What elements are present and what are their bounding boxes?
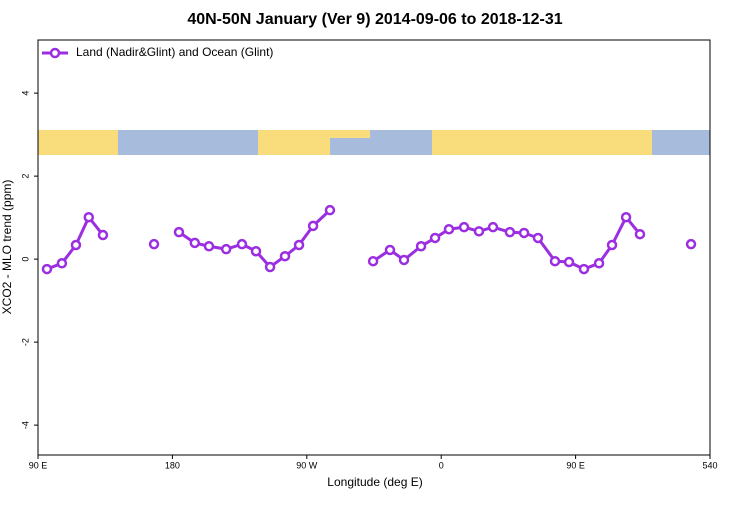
data-point xyxy=(504,226,516,238)
data-point xyxy=(563,256,575,268)
data-point xyxy=(173,226,185,238)
data-point xyxy=(634,228,646,240)
data-point xyxy=(97,229,109,241)
plot-frame xyxy=(37,39,711,456)
data-point xyxy=(293,239,305,251)
map-band xyxy=(38,130,710,155)
data-point xyxy=(279,250,291,262)
data-point xyxy=(429,232,441,244)
y-tick-label: 4 xyxy=(20,91,30,96)
data-point xyxy=(83,211,95,223)
data-point xyxy=(324,204,336,216)
data-point xyxy=(189,237,201,249)
x-tick-label: 540 xyxy=(702,460,717,470)
data-point xyxy=(398,254,410,266)
land xyxy=(258,130,330,155)
data-point xyxy=(367,255,379,267)
data-point xyxy=(458,221,470,233)
data-point xyxy=(264,261,276,273)
data-point xyxy=(606,239,618,251)
data-point xyxy=(443,223,455,235)
data-point xyxy=(70,239,82,251)
legend-marker xyxy=(49,47,61,59)
x-tick-label: 180 xyxy=(165,460,180,470)
data-point xyxy=(415,241,427,252)
data-point xyxy=(307,220,319,232)
data-point xyxy=(41,263,53,275)
data-point xyxy=(220,243,232,255)
data-point xyxy=(518,227,530,239)
data-point xyxy=(620,211,632,223)
x-tick-label: 90 E xyxy=(29,460,48,470)
x-tick-label: 90 W xyxy=(296,460,318,470)
land xyxy=(38,130,118,155)
x-axis-label: Longitude (deg E) xyxy=(327,475,422,489)
y-tick-label: 2 xyxy=(20,174,30,179)
data-point xyxy=(56,258,68,269)
data-point xyxy=(549,255,561,267)
land xyxy=(432,130,652,155)
data-point xyxy=(487,221,499,233)
data-point xyxy=(148,238,160,250)
chart-title: 40N-50N January (Ver 9) 2014-09-06 to 20… xyxy=(187,11,562,28)
y-tick-label: -4 xyxy=(20,421,30,429)
y-axis-label: XCO2 - MLO trend (ppm) xyxy=(0,180,14,315)
y-tick-label: -2 xyxy=(20,338,30,346)
legend-label: Land (Nadir&Glint) and Ocean (Glint) xyxy=(76,45,273,59)
x-tick-label: 0 xyxy=(439,460,444,470)
data-point xyxy=(473,226,485,237)
data-point xyxy=(532,232,544,244)
data-point xyxy=(578,263,590,275)
data-point xyxy=(203,241,215,252)
y-tick-label: 0 xyxy=(20,257,30,262)
data-point xyxy=(685,238,697,250)
x-tick-label: 90 E xyxy=(566,460,585,470)
data-point xyxy=(593,258,605,269)
data-point xyxy=(384,244,396,256)
data-point xyxy=(236,238,248,250)
land xyxy=(330,130,370,138)
data-point xyxy=(250,245,262,257)
